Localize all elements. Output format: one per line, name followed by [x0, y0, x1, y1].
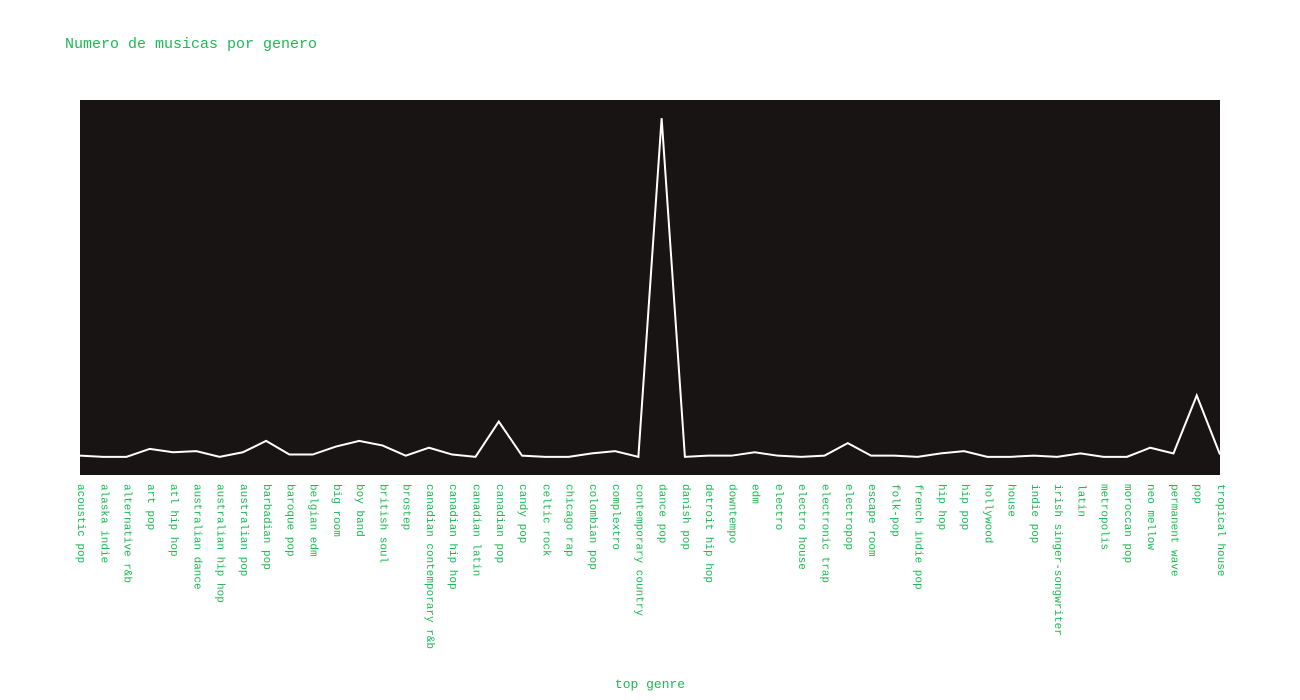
x-tick-label: australian dance	[190, 484, 202, 590]
x-tick-label: house	[1005, 484, 1017, 517]
x-tick-label: alternative r&b	[121, 484, 133, 583]
x-tick-label: candy pop	[516, 484, 528, 543]
x-tick-label: contemporary country	[632, 484, 644, 616]
x-tick-label: australian hip hop	[214, 484, 226, 603]
x-tick-label: canadian hip hop	[446, 484, 458, 590]
x-tick-label: danish pop	[679, 484, 691, 550]
x-tick-label: detroit hip hop	[702, 484, 714, 583]
x-tick-label: latin	[1074, 484, 1086, 517]
x-tick-label: escape room	[865, 484, 877, 557]
x-tick-label: big room	[330, 484, 342, 537]
x-tick-label: indie pop	[1028, 484, 1040, 543]
x-tick-label: dance pop	[656, 484, 668, 543]
x-tick-label: electronic trap	[818, 484, 830, 583]
x-axis-label: top genre	[615, 677, 685, 692]
x-tick-label: irish singer-songwriter	[1051, 484, 1063, 636]
x-tick-label: hip hop	[935, 484, 947, 530]
x-tick-label: electro house	[795, 484, 807, 570]
x-tick-label: canadian pop	[493, 484, 505, 563]
x-tick-label: acoustic pop	[74, 484, 86, 563]
x-tick-label: brostep	[400, 484, 412, 530]
x-tick-label: complextro	[609, 484, 621, 550]
x-tick-label: baroque pop	[283, 484, 295, 557]
x-tick-label: canadian contemporary r&b	[423, 484, 435, 649]
x-tick-label: atl hip hop	[167, 484, 179, 557]
x-tick-label: metropolis	[1098, 484, 1110, 550]
x-tick-labels: acoustic pop alaska indie alternative r&b a…	[74, 484, 1226, 649]
x-tick-label: french indie pop	[912, 484, 924, 590]
x-tick-label: canadian latin	[470, 484, 482, 576]
x-tick-label: tropical house	[1214, 484, 1226, 576]
x-tick-label: art pop	[144, 484, 156, 530]
x-tick-label: moroccan pop	[1121, 484, 1133, 563]
x-tick-label: permanent wave	[1167, 484, 1179, 576]
x-tick-label: belgian edm	[307, 484, 319, 557]
x-tick-label: boy band	[353, 484, 365, 537]
x-tick-label: neo mellow	[1144, 484, 1156, 550]
x-tick-label: electro	[772, 484, 784, 530]
x-tick-label: downtempo	[725, 484, 737, 543]
x-tick-label: colombian pop	[586, 484, 598, 570]
x-tick-label: chicago rap	[563, 484, 575, 557]
x-tick-label: electropop	[842, 484, 854, 550]
x-tick-label: celtic rock	[539, 484, 551, 557]
x-tick-label: folk-pop	[888, 484, 900, 537]
x-tick-label: pop	[1191, 484, 1203, 504]
x-tick-label: hollywood	[981, 484, 993, 543]
x-tick-label: hip pop	[958, 484, 970, 530]
x-tick-label: british soul	[376, 484, 388, 563]
x-tick-label: alaska indie	[97, 484, 109, 563]
x-tick-label: barbadian pop	[260, 484, 272, 570]
x-tick-label: edm	[749, 484, 761, 504]
x-tick-label: australian pop	[237, 484, 249, 576]
